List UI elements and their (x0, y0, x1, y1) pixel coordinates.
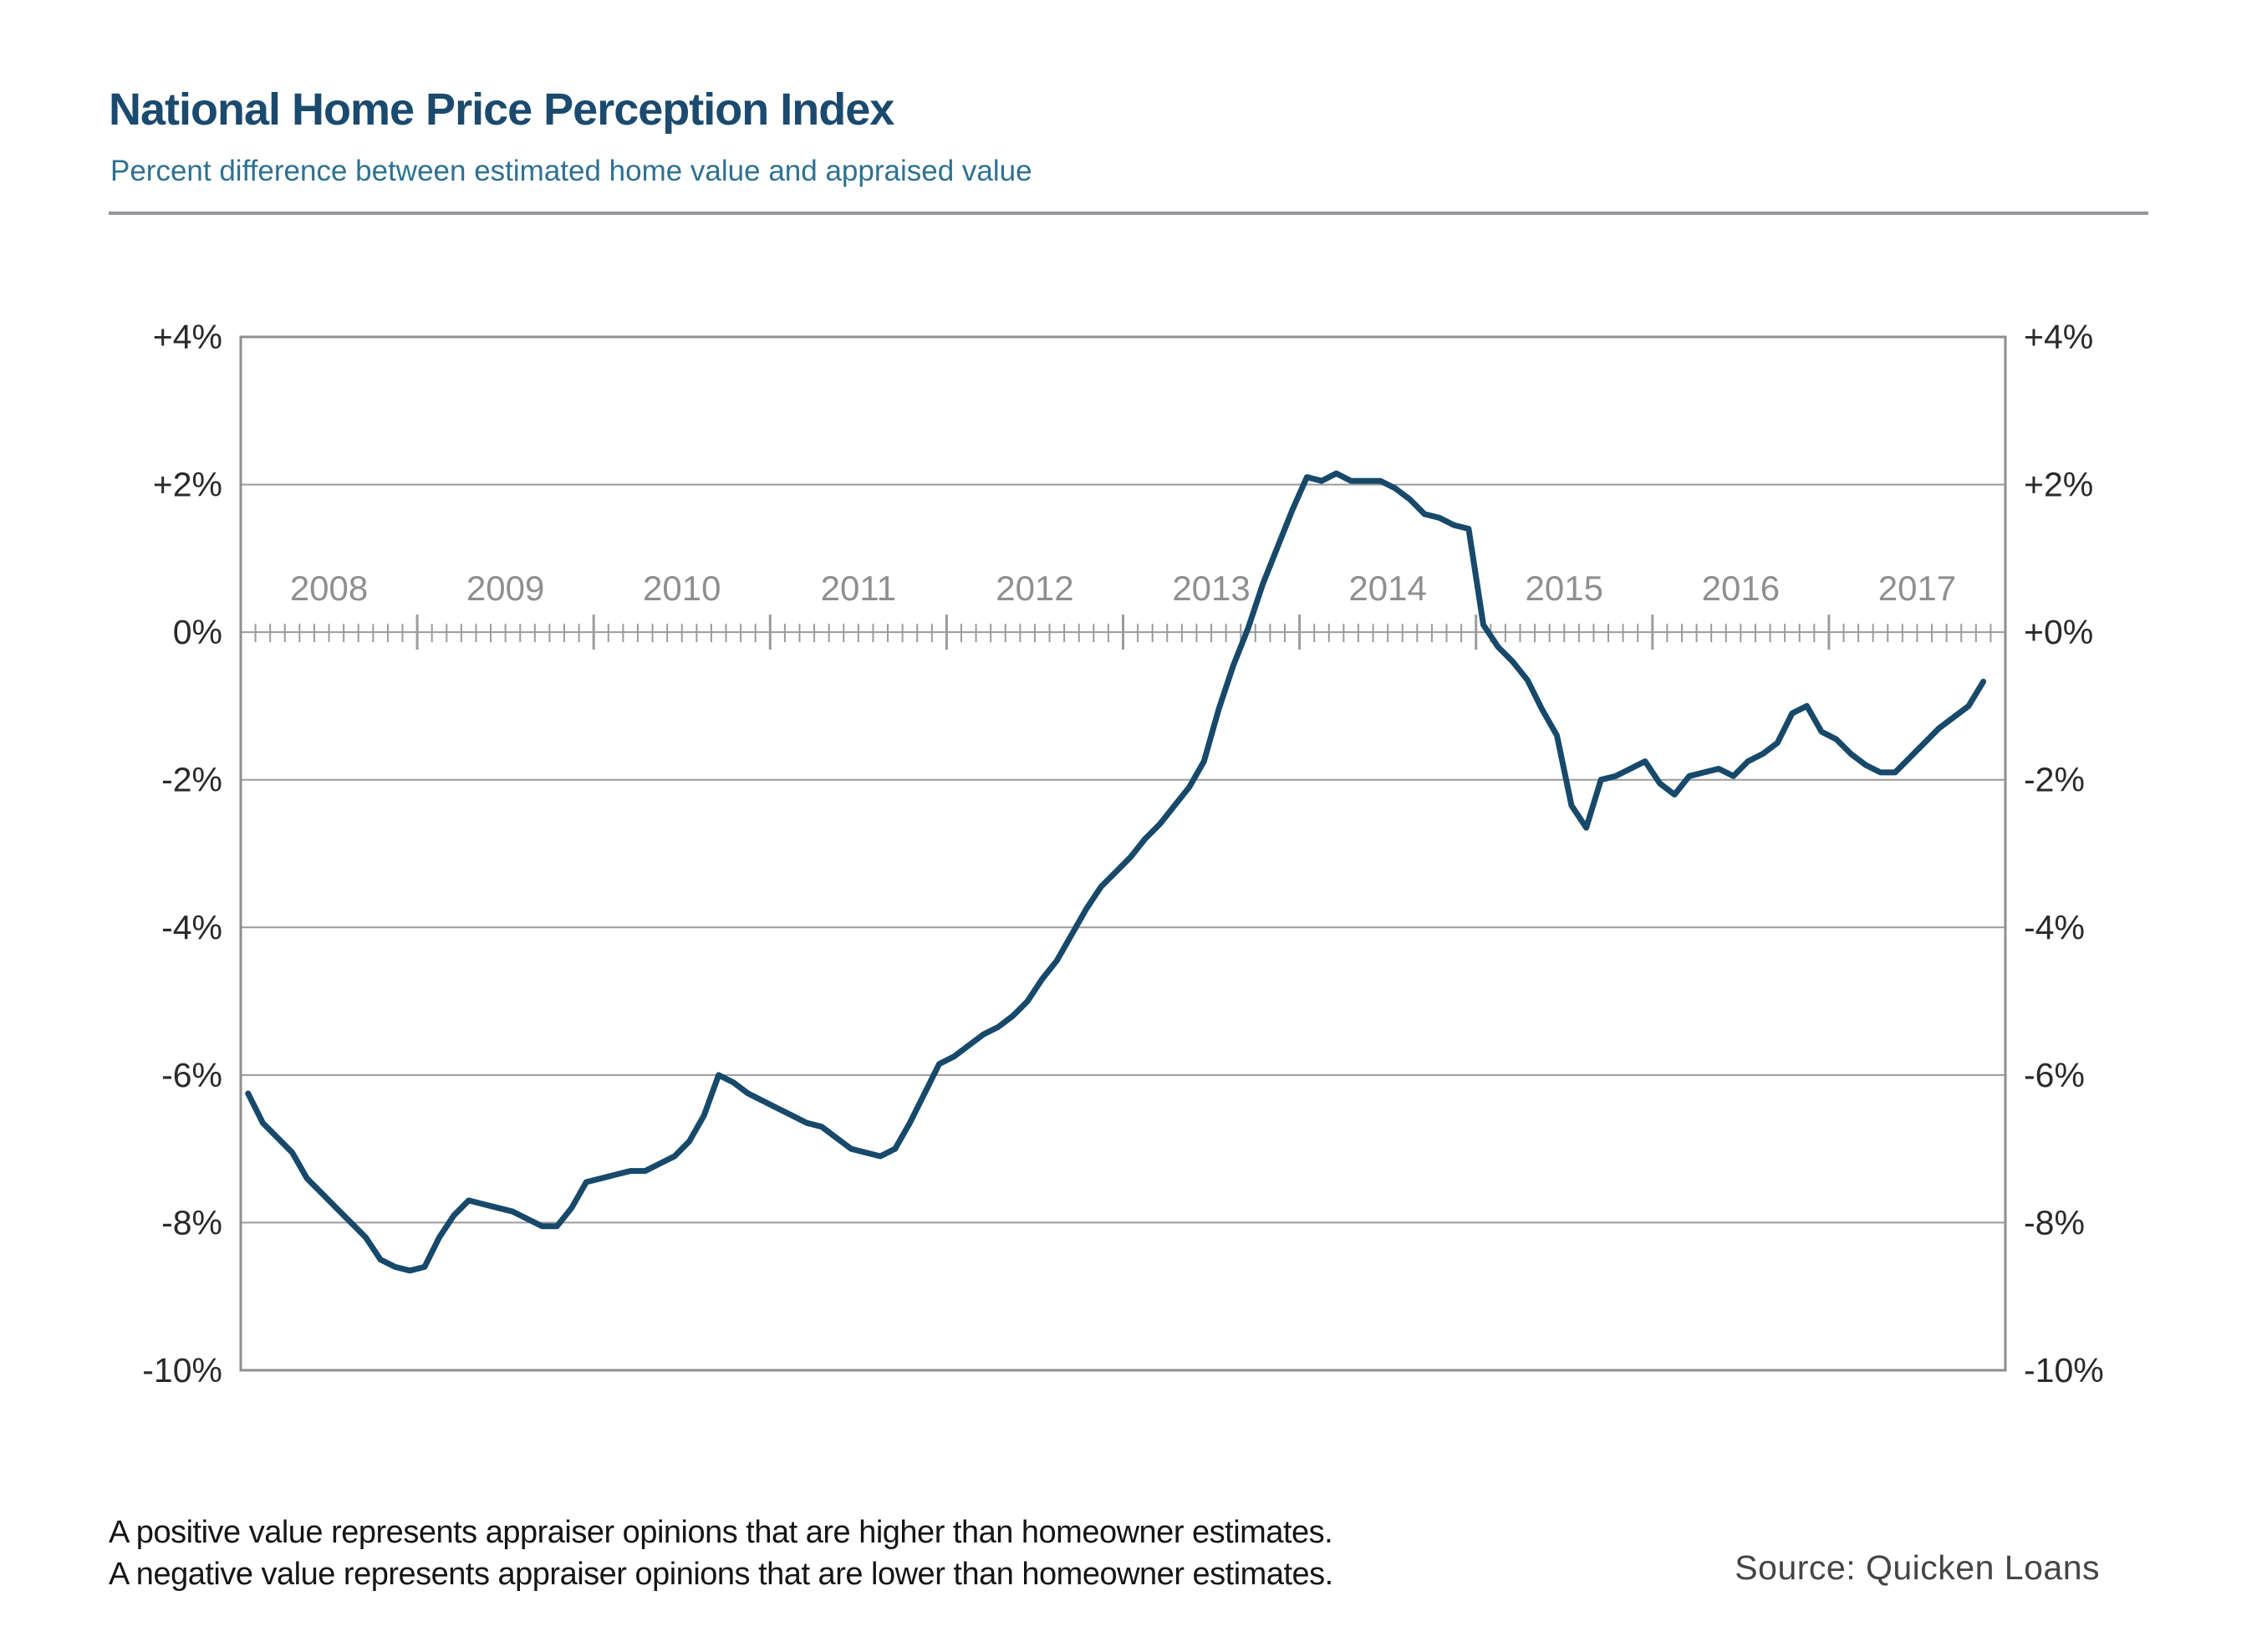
plot-frame (239, 335, 2007, 1372)
year-label: 2012 (996, 569, 1073, 608)
y-axis-label-left: -8% (161, 1203, 222, 1242)
y-axis-label-left: -6% (161, 1056, 222, 1094)
y-axis-label-left: +4% (153, 318, 222, 356)
year-label: 2013 (1172, 569, 1250, 608)
source-credit: Source: Quicken Loans (1735, 1548, 2100, 1587)
y-axis-label-left: 0% (173, 613, 222, 651)
header-divider (109, 212, 2148, 215)
footnote-positive: A positive value represents appraiser op… (109, 1515, 1333, 1550)
y-axis-label-left: -10% (142, 1351, 222, 1389)
page-subtitle: Percent difference between estimated hom… (110, 155, 1032, 187)
year-label: 2014 (1348, 569, 1426, 608)
year-label: 2008 (290, 569, 368, 608)
y-axis-label-left: -2% (161, 761, 222, 799)
y-axis-label-left: +2% (153, 466, 222, 504)
y-axis-label-right: -8% (2024, 1203, 2085, 1242)
year-label: 2017 (1878, 569, 1956, 608)
year-label: 2016 (1702, 569, 1780, 608)
footnote-negative: A negative value represents appraiser op… (109, 1557, 1333, 1593)
page-title: National Home Price Perception Index (109, 84, 894, 135)
chart-footnotes: A positive value represents appraiser op… (109, 1512, 1333, 1595)
hppi-line (245, 470, 1987, 1274)
year-label: 2010 (643, 569, 721, 608)
year-label: 2015 (1526, 569, 1603, 608)
y-axis-label-right: -2% (2024, 761, 2085, 799)
y-axis-label-right: -6% (2024, 1056, 2085, 1094)
year-label: 2011 (821, 569, 896, 608)
y-axis-label-right: +2% (2024, 466, 2093, 504)
year-label: 2009 (466, 569, 544, 608)
y-axis-label-right: +4% (2024, 318, 2093, 356)
y-axis-label-right: -10% (2024, 1351, 2104, 1389)
y-axis-label-right: +0% (2024, 613, 2093, 651)
y-axis-label-left: -4% (161, 908, 222, 946)
y-axis-label-right: -4% (2024, 908, 2085, 946)
